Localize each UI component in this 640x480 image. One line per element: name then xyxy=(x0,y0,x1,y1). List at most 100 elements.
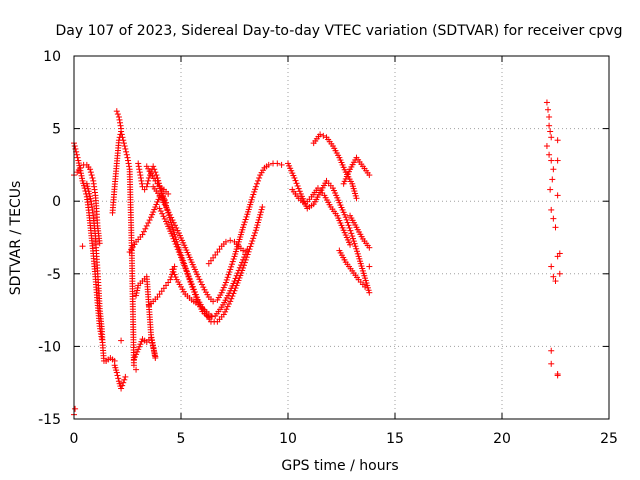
data-point xyxy=(121,143,128,150)
data-point xyxy=(232,275,239,282)
data-point xyxy=(136,343,143,350)
data-point xyxy=(135,160,142,167)
data-point xyxy=(347,241,354,248)
data-point xyxy=(77,170,84,177)
data-point xyxy=(353,195,360,202)
data-point xyxy=(176,246,183,253)
data-point xyxy=(133,292,140,299)
data-point xyxy=(236,264,243,271)
data-point xyxy=(120,137,127,144)
data-point xyxy=(228,295,235,302)
data-point xyxy=(125,157,132,164)
data-point xyxy=(253,224,260,231)
data-point xyxy=(131,353,138,360)
data-point xyxy=(79,243,86,250)
data-point xyxy=(256,174,263,181)
data-point xyxy=(209,313,216,320)
data-point xyxy=(258,206,265,213)
data-point xyxy=(548,360,555,367)
y-tick-label: 5 xyxy=(52,122,61,138)
data-point xyxy=(130,356,137,363)
data-point xyxy=(160,213,167,220)
data-point xyxy=(549,176,556,183)
data-point xyxy=(347,227,354,234)
data-point xyxy=(240,221,247,228)
data-point xyxy=(136,169,143,176)
data-point xyxy=(552,278,559,285)
data-point xyxy=(218,289,225,296)
data-point xyxy=(170,268,177,275)
data-point xyxy=(344,219,351,226)
series-arc4 xyxy=(111,362,129,392)
data-point xyxy=(177,249,184,256)
data-point xyxy=(179,255,186,262)
data-point xyxy=(251,188,258,195)
data-point xyxy=(251,229,258,236)
data-point xyxy=(241,254,248,261)
data-point xyxy=(172,274,179,281)
data-point xyxy=(161,215,168,222)
series-arc17 xyxy=(205,237,247,267)
data-point xyxy=(123,151,130,158)
data-point xyxy=(77,164,84,171)
data-point xyxy=(231,278,238,285)
data-point xyxy=(197,278,204,285)
data-point xyxy=(174,241,181,248)
data-point xyxy=(113,108,120,115)
data-point xyxy=(548,263,555,270)
data-point xyxy=(210,298,217,305)
series-arc7 xyxy=(126,193,163,256)
data-point xyxy=(253,180,260,187)
data-point xyxy=(181,260,188,267)
data-point xyxy=(152,355,159,362)
data-point xyxy=(274,160,281,167)
data-point xyxy=(136,166,143,173)
data-point xyxy=(243,213,250,220)
data-point xyxy=(350,235,357,242)
data-point xyxy=(116,116,123,123)
data-point xyxy=(242,251,249,258)
data-point xyxy=(545,106,552,113)
data-point xyxy=(227,237,234,244)
data-point xyxy=(250,191,257,198)
data-point xyxy=(296,188,303,195)
data-point xyxy=(244,246,251,253)
series-arc6 xyxy=(113,108,125,132)
data-point xyxy=(195,273,202,280)
data-point xyxy=(87,166,94,173)
data-point xyxy=(292,177,299,184)
data-point xyxy=(227,298,234,305)
data-point xyxy=(240,247,247,254)
data-point xyxy=(243,248,250,255)
data-point xyxy=(138,177,145,184)
data-point xyxy=(138,338,145,345)
data-point xyxy=(137,341,144,348)
data-point xyxy=(342,214,349,221)
data-point xyxy=(349,233,356,240)
series-arc11 xyxy=(143,163,172,197)
series-arc18 xyxy=(285,160,373,296)
data-point xyxy=(346,224,353,231)
data-point xyxy=(123,148,130,155)
series-arc16 xyxy=(169,266,214,319)
y-tick-label: 10 xyxy=(43,49,61,65)
y-tick-label: 0 xyxy=(52,194,61,210)
data-point xyxy=(125,160,132,167)
data-point xyxy=(220,311,227,318)
data-point xyxy=(223,306,230,313)
data-point xyxy=(150,163,157,170)
data-point xyxy=(550,166,557,173)
data-point xyxy=(71,143,78,150)
y-tick-label: -15 xyxy=(38,412,61,428)
data-point xyxy=(254,222,261,229)
data-point xyxy=(73,151,80,158)
data-point xyxy=(543,99,550,106)
data-point xyxy=(115,113,122,120)
data-point xyxy=(134,348,141,355)
data-point xyxy=(89,174,96,181)
data-point xyxy=(252,183,259,190)
data-point xyxy=(294,182,301,189)
data-point xyxy=(255,177,262,184)
data-point xyxy=(227,266,234,273)
